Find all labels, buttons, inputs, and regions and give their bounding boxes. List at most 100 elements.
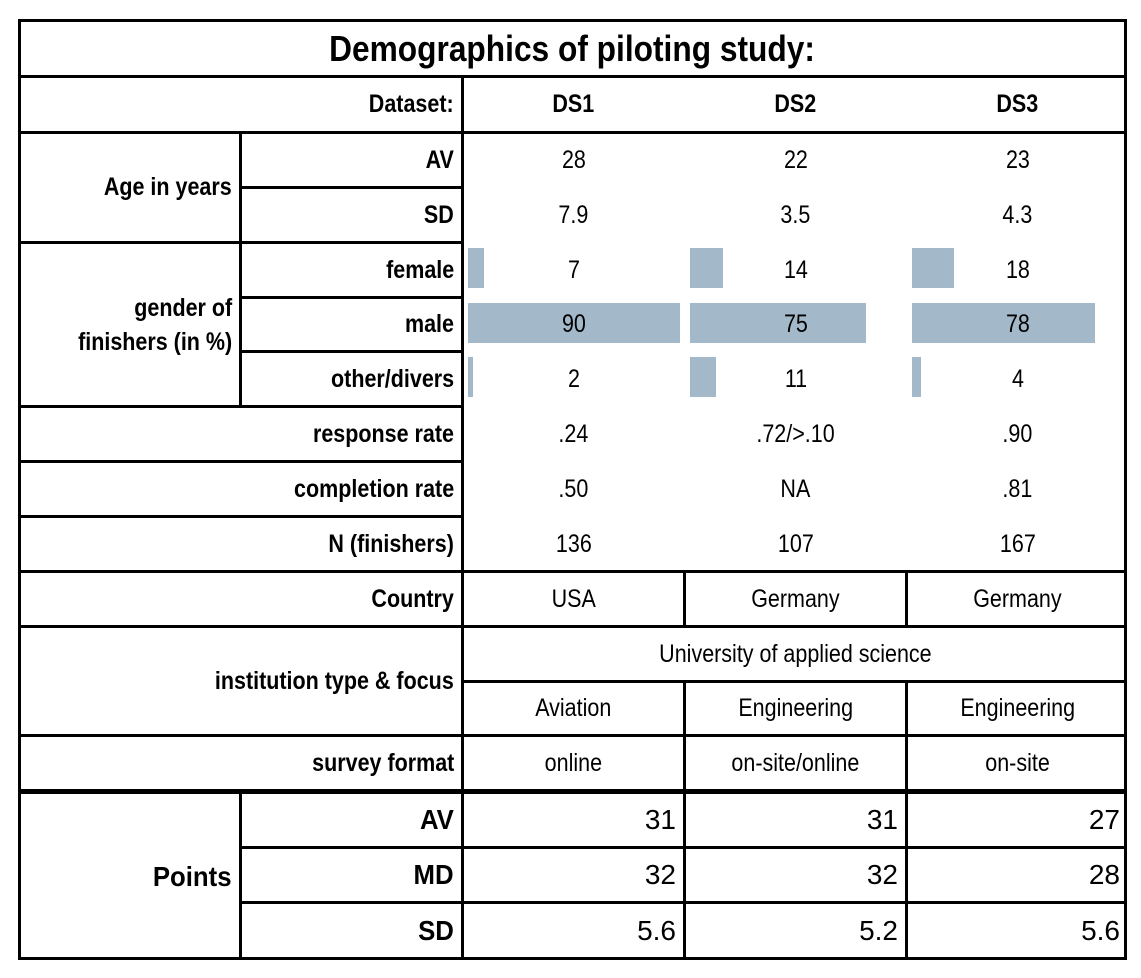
dataset-label: Dataset:	[369, 90, 454, 118]
n-finishers-ds1: 136	[555, 529, 592, 558]
points-sd-ds2: 5.2	[859, 914, 898, 946]
rule	[18, 75, 1127, 78]
age-sd-ds1: 7.9	[558, 200, 589, 229]
row-label: survey format	[311, 748, 454, 777]
response-rate-label-cell: response rate	[21, 408, 461, 460]
gender-female-ds1: 7	[567, 255, 580, 284]
rule	[18, 131, 1127, 134]
completion-rate-ds3: .81	[1002, 474, 1033, 503]
rule	[683, 570, 686, 627]
row-label: male	[404, 310, 454, 338]
row-label: N (finishers)	[328, 529, 454, 558]
gender-bar-female-ds3	[912, 248, 954, 288]
gender-bar-female-ds1	[468, 248, 484, 288]
row-label: AV	[425, 145, 454, 174]
row-label: other/divers	[330, 364, 454, 393]
row-label: Country	[371, 584, 454, 613]
completion-rate-label-cell: completion rate	[21, 463, 461, 515]
age-sd-ds2: 3.5	[780, 200, 811, 229]
row-label: completion rate	[293, 474, 454, 503]
gender-group-label-line2: finishers (in %)	[77, 327, 232, 356]
dataset-header-ds3: DS3	[908, 78, 1127, 131]
survey-format-label-cell: survey format	[21, 737, 461, 789]
rule	[905, 680, 908, 960]
completion-rate-ds1: .50	[558, 474, 589, 503]
rule	[239, 789, 242, 960]
points-sd-ds1: 5.6	[637, 914, 676, 946]
gender-bar-female-ds2	[690, 248, 723, 288]
response-rate-ds3: .90	[1002, 419, 1033, 448]
institution-type: University of applied science	[659, 639, 932, 668]
age-group-label-cell: Age in years	[21, 134, 239, 241]
gender-bar-male-ds3	[912, 303, 1095, 343]
row-label: female	[385, 255, 454, 284]
rule	[240, 296, 463, 299]
institution-focus-ds1: Aviation	[535, 694, 612, 722]
demographics-table	[18, 19, 1127, 960]
gender-bar-other-ds1	[468, 357, 473, 397]
row-label: response rate	[312, 419, 454, 448]
points-group-label: Points	[153, 861, 232, 892]
age-sd-label-cell: SD	[242, 189, 461, 241]
rule	[18, 625, 1127, 628]
dataset-name: DS2	[774, 90, 817, 118]
country-ds2: Germany	[751, 584, 840, 613]
gender-bar-other-ds2	[690, 357, 716, 397]
rule	[240, 186, 463, 189]
rule	[18, 515, 463, 518]
dataset-name: DS3	[996, 90, 1039, 118]
survey-format-ds2: on-site/online	[731, 748, 860, 777]
table-title-cell: Demographics of piloting study:	[21, 22, 1124, 75]
n-finishers-label-cell: N (finishers)	[21, 518, 461, 570]
points-sd-ds3: 5.6	[1081, 914, 1120, 946]
age-av-label-cell: AV	[242, 134, 461, 186]
dataset-name: DS1	[552, 90, 595, 118]
gender-female-ds2: 14	[783, 255, 808, 284]
gender-female-ds3: 18	[1005, 255, 1030, 284]
rule-thick	[18, 789, 1127, 794]
rule	[461, 75, 464, 960]
gender-group-label-cell: gender of finishers (in %)	[21, 244, 239, 405]
rule	[18, 734, 1127, 737]
response-rate-ds1: .24	[558, 419, 589, 448]
age-av-ds3: 23	[1005, 145, 1030, 174]
row-label: SD	[424, 200, 454, 229]
gender-male-ds1: 90	[561, 310, 586, 338]
age-sd-ds3: 4.3	[1002, 200, 1033, 229]
response-rate-ds2: .72/>.10	[756, 419, 835, 448]
table-title: Demographics of piloting study:	[329, 27, 816, 69]
age-av-ds1: 28	[561, 145, 586, 174]
gender-bar-male-ds1	[468, 303, 680, 343]
gender-female-label-cell: female	[242, 244, 461, 296]
rule	[463, 680, 1127, 683]
rule	[240, 350, 463, 353]
points-sd-label-cell: SD	[242, 904, 461, 957]
institution-focus-ds2: Engineering	[738, 694, 853, 722]
institution-label-cell: institution type & focus	[21, 628, 461, 734]
gender-male-ds2: 75	[783, 310, 808, 338]
gender-group-label-line1: gender of	[134, 293, 232, 322]
row-label: MD	[413, 859, 454, 890]
rule	[905, 570, 908, 627]
n-finishers-ds3: 167	[999, 529, 1036, 558]
institution-focus-ds3: Engineering	[960, 694, 1075, 722]
age-av-ds2: 22	[783, 145, 808, 174]
points-av-ds2: 31	[866, 804, 898, 835]
rule	[18, 460, 463, 463]
country-label-cell: Country	[21, 573, 461, 625]
rule	[18, 570, 1127, 573]
points-av-ds3: 27	[1088, 804, 1120, 835]
gender-bar-other-ds3	[912, 357, 921, 397]
n-finishers-ds2: 107	[777, 529, 814, 558]
dataset-header-ds1: DS1	[464, 78, 683, 131]
age-group-label: Age in years	[104, 173, 232, 201]
points-md-label-cell: MD	[242, 849, 461, 901]
gender-other-ds3: 4	[1011, 364, 1024, 393]
row-label: AV	[420, 804, 454, 835]
gender-male-ds3: 78	[1005, 310, 1030, 338]
dataset-header-ds2: DS2	[686, 78, 905, 131]
country-ds1: USA	[551, 584, 596, 613]
gender-other-ds2: 11	[784, 364, 807, 393]
gender-male-label-cell: male	[242, 299, 461, 350]
rule	[239, 131, 242, 407]
